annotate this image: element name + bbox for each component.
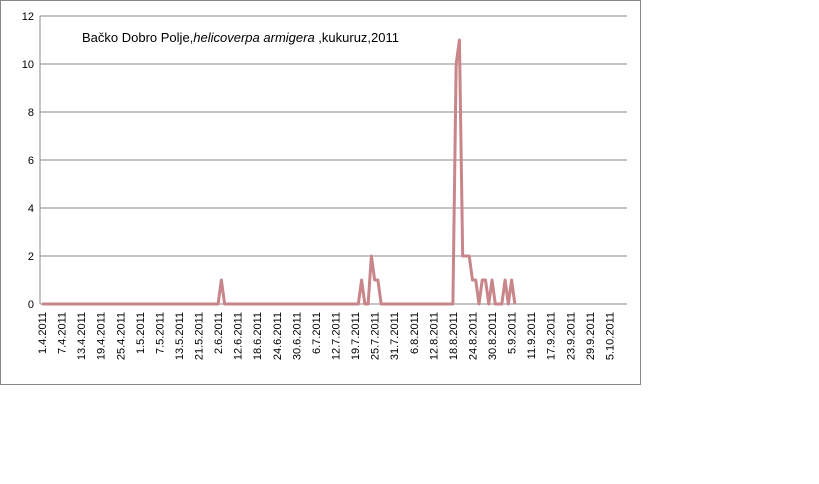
x-tick-label: 7.4.2011 (57, 312, 69, 354)
x-tick-label: 12.7.2011 (331, 312, 343, 360)
x-tick-label: 6.8.2011 (409, 312, 421, 354)
x-tick-label: 29.9.2011 (585, 312, 597, 360)
y-tick-label: 0 (28, 299, 34, 311)
x-tick-label: 5.10.2011 (604, 312, 616, 360)
x-tick-label: 5.9.2011 (507, 312, 519, 354)
x-tick-label: 24.6.2011 (272, 312, 284, 360)
x-tick-label: 18.8.2011 (448, 312, 460, 360)
x-tick-label: 19.7.2011 (350, 312, 362, 360)
x-tick-label: 1.5.2011 (135, 312, 147, 354)
x-tick-label: 24.8.2011 (467, 312, 479, 360)
x-tick-label: 7.5.2011 (154, 312, 166, 354)
x-tick-label: 13.5.2011 (174, 312, 186, 360)
chart-title: Bačko Dobro Polje,helicoverpa armigera ,… (82, 30, 399, 45)
data-line (42, 38, 517, 306)
x-tick-label: 19.4.2011 (96, 312, 108, 360)
x-tick-label: 11.9.2011 (526, 312, 538, 359)
x-tick-label: 12.8.2011 (428, 312, 440, 360)
y-tick-label: 4 (28, 203, 34, 215)
y-tick-label: 8 (28, 107, 34, 119)
title-part: Bačko Dobro Polje, (82, 30, 193, 45)
x-tick-label: 21.5.2011 (194, 312, 206, 360)
y-tick-label: 12 (22, 11, 34, 23)
y-tick-label: 10 (22, 59, 34, 71)
x-tick-label: 18.6.2011 (252, 312, 264, 360)
x-tick-label: 25.4.2011 (115, 312, 127, 360)
y-tick-label: 6 (28, 155, 34, 167)
x-tick-label: 23.9.2011 (565, 312, 577, 360)
x-tick-label: 12.6.2011 (233, 312, 245, 360)
x-tick-label: 30.8.2011 (487, 312, 499, 360)
x-tick-label: 6.7.2011 (311, 312, 323, 354)
x-tick-label: 13.4.2011 (76, 312, 88, 360)
y-tick-label: 2 (28, 251, 34, 263)
x-tick-label: 30.6.2011 (291, 312, 303, 360)
x-tick-label: 31.7.2011 (389, 312, 401, 360)
x-tick-label: 25.7.2011 (370, 312, 382, 360)
x-tick-label: 17.9.2011 (546, 312, 558, 360)
title-part: helicoverpa armigera (193, 30, 314, 45)
x-tick-label: 1.4.2011 (37, 312, 49, 354)
title-part: ,kukuruz,2011 (315, 30, 399, 45)
x-tick-label: 2.6.2011 (213, 312, 225, 354)
